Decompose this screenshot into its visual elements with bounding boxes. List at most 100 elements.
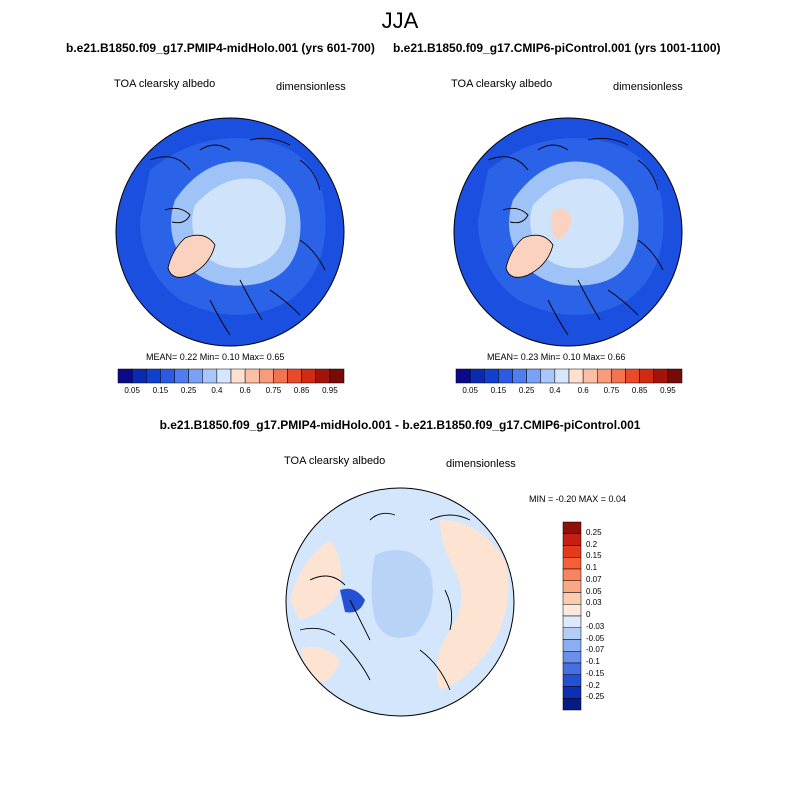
colorbar-panel-3	[562, 521, 582, 711]
colorbar-swatch	[562, 521, 582, 534]
colorbar-swatch	[562, 627, 582, 640]
colorbar-tick-label: 0.2	[586, 539, 598, 549]
colorbar-swatch	[582, 368, 598, 384]
colorbar-swatch	[329, 368, 345, 384]
colorbar-swatch	[667, 368, 683, 384]
panel-3-title: b.e21.B1850.f09_g17.PMIP4-midHolo.001 - …	[159, 418, 641, 432]
panel-1-stats: MEAN= 0.22 Min= 0.10 Max= 0.65	[146, 352, 285, 362]
colorbar-swatch	[611, 368, 626, 384]
colorbar-tick-label: 0.05	[462, 386, 478, 395]
colorbar-tick-label: 0.15	[152, 386, 169, 395]
colorbar-swatch	[562, 662, 582, 675]
panel-2-stats: MEAN= 0.23 Min= 0.10 Max= 0.66	[487, 352, 626, 362]
colorbar-swatch	[562, 545, 582, 558]
colorbar-tick-label: -0.2	[586, 680, 600, 690]
panel-1-variable: TOA clearsky albedo	[114, 78, 216, 90]
colorbar-swatch	[174, 368, 189, 384]
panel-1-title: b.e21.B1850.f09_g17.PMIP4-midHolo.001 (y…	[66, 41, 375, 55]
diff-negative-core	[371, 550, 433, 638]
panel-2-variable: TOA clearsky albedo	[451, 78, 553, 90]
colorbar-swatch	[484, 368, 499, 384]
colorbar-swatch	[554, 368, 570, 384]
colorbar-tick-label: 0.6	[239, 386, 251, 395]
panel-3-variable: TOA clearsky albedo	[284, 455, 386, 467]
colorbar-swatch	[188, 368, 203, 384]
sea-ice	[192, 178, 286, 269]
colorbar-swatch	[216, 368, 232, 384]
colorbar-swatch	[259, 368, 274, 384]
sea-ice-core	[551, 208, 572, 240]
coastlines	[487, 137, 664, 336]
colorbar-swatch	[540, 368, 556, 384]
panel-1-border	[115, 117, 345, 347]
panel-2-map	[454, 118, 682, 346]
colorbar-swatch	[287, 368, 302, 384]
colorbar-tick-label: 0.03	[586, 598, 602, 608]
colorbar-swatch	[562, 604, 582, 617]
colorbar-tick-label: 0.15	[586, 551, 602, 561]
panel-3-border	[285, 487, 515, 717]
colorbar-swatch	[562, 533, 582, 546]
colorbar-swatch	[273, 368, 288, 384]
colorbar-tick-label: 0.4	[549, 386, 561, 395]
colorbar-tick-label: -0.03	[586, 621, 605, 631]
panel-2-title: b.e21.B1850.f09_g17.CMIP6-piControl.001 …	[393, 41, 721, 55]
colorbar-swatch	[131, 368, 147, 384]
panel-3-map	[286, 488, 514, 716]
colorbar-tick-label: 0.4	[211, 386, 223, 395]
panel-2-units: dimensionless	[613, 81, 683, 93]
diff-strong-negative	[340, 588, 365, 613]
colorbar-swatch	[562, 674, 582, 687]
colorbar-swatch	[315, 368, 331, 384]
colorbar-tick-label: 0.25	[586, 527, 602, 537]
colorbar-swatch	[562, 639, 582, 652]
colorbar-swatch	[498, 368, 513, 384]
colorbar-tick-label: 0.1	[586, 563, 598, 572]
colorbar-panel-2	[455, 368, 683, 384]
colorbar-tick-label: 0.95	[660, 386, 676, 395]
panel-2-border	[453, 117, 683, 347]
colorbar-tick-label: 0.15	[490, 386, 507, 395]
colorbar-tick-label: -0.1	[586, 657, 600, 666]
colorbar-swatch	[562, 568, 582, 581]
greenland	[505, 234, 554, 278]
colorbar-swatch	[202, 368, 218, 384]
panel-3-units: dimensionless	[446, 458, 516, 470]
colorbar-tick-label: 0.6	[577, 386, 589, 395]
colorbar-tick-label: 0.95	[322, 386, 338, 395]
colorbar-swatch	[526, 368, 541, 384]
diff-positive-2	[436, 520, 509, 690]
colorbar-swatch	[562, 615, 582, 628]
colorbar-tick-label: 0	[586, 610, 591, 619]
colorbar-tick-label: 0.25	[180, 386, 197, 395]
colorbar-swatch	[230, 368, 246, 384]
colorbar-swatch	[639, 368, 654, 384]
colorbar-swatch	[562, 698, 582, 711]
colorbar-swatch	[244, 368, 260, 384]
colorbar-swatch	[562, 592, 582, 605]
colorbar-panel-1	[117, 368, 345, 384]
colorbar-tick-label: 0.85	[631, 386, 648, 395]
greenland	[167, 234, 216, 278]
colorbar-tick-label: -0.15	[586, 668, 605, 678]
colorbar-swatch	[597, 368, 612, 384]
coastlines	[149, 137, 326, 336]
colorbar-tick-label: 0.05	[586, 586, 602, 596]
colorbar-tick-label: -0.07	[586, 645, 605, 655]
colorbar-tick-label: 0.05	[124, 386, 140, 395]
colorbar-swatch	[146, 368, 161, 384]
colorbar-swatch	[512, 368, 527, 384]
colorbar-swatch	[562, 557, 582, 570]
colorbar-swatch	[301, 368, 316, 384]
colorbar-tick-label: -0.25	[586, 692, 605, 702]
colorbar-tick-label: 0.75	[265, 386, 282, 395]
panel-1-map	[116, 118, 344, 346]
colorbar-swatch	[562, 651, 582, 664]
colorbar-tick-label: -0.05	[586, 633, 605, 643]
colorbar-swatch	[568, 368, 584, 384]
coastlines	[299, 512, 471, 691]
colorbar-swatch	[653, 368, 669, 384]
colorbar-swatch	[562, 580, 582, 593]
colorbar-swatch	[117, 368, 133, 384]
